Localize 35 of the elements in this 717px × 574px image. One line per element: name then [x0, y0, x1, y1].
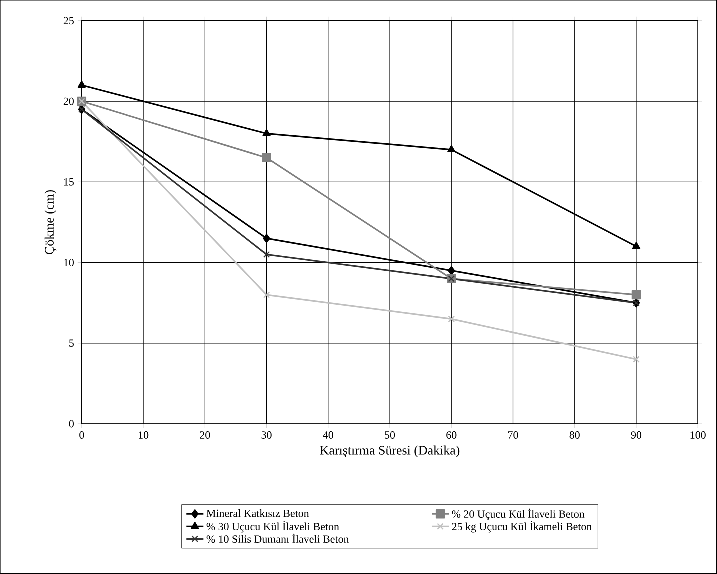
point: [262, 153, 272, 163]
y-tick-label: 20: [64, 98, 74, 106]
point: [633, 356, 640, 363]
point: [262, 129, 271, 136]
x-tick-label: 30: [262, 432, 272, 439]
legend-label: % 30 Uçucu Kül İlaveli Beton: [206, 521, 340, 533]
y-tick-label: 25: [64, 17, 74, 25]
x-tick-label: 70: [508, 432, 518, 439]
point: [263, 234, 270, 244]
y-tick-label: 10: [64, 259, 74, 266]
x-tick-label: 20: [200, 432, 210, 439]
point: [448, 316, 456, 323]
legend-label: Mineral Katkısız Beton: [206, 510, 310, 518]
x-tick-label: 50: [385, 432, 396, 439]
x-axis-title: Karıştırma Süresi (Dakika): [320, 446, 460, 458]
x-tick-label: 80: [570, 432, 580, 439]
x-tick-label: 60: [446, 432, 457, 439]
y-axis-title: Çökme (cm): [44, 190, 57, 254]
point: [78, 80, 86, 88]
legend-label: % 10 Silis Dumanı İlaveli Beton: [206, 534, 350, 544]
y-tick-label: 0: [69, 420, 74, 428]
point: [448, 266, 456, 276]
point: [448, 145, 456, 153]
legend-label: % 20 Uçucu Kül İlaveli Beton: [452, 508, 585, 520]
point: [632, 242, 641, 250]
x-tick-label: 10: [139, 432, 149, 439]
point: [263, 251, 270, 258]
x-tick-label: 90: [631, 432, 642, 439]
y-tick-label: 5: [70, 340, 74, 348]
x-tick-label: 100: [690, 432, 706, 439]
legend-label: 25 kg Uçucu Kül İkameli Beton: [452, 521, 592, 533]
y-tick-label: 15: [64, 178, 74, 186]
x-tick-label: 0: [80, 432, 84, 439]
x-tick-label: 40: [323, 432, 334, 439]
point: [632, 290, 642, 300]
